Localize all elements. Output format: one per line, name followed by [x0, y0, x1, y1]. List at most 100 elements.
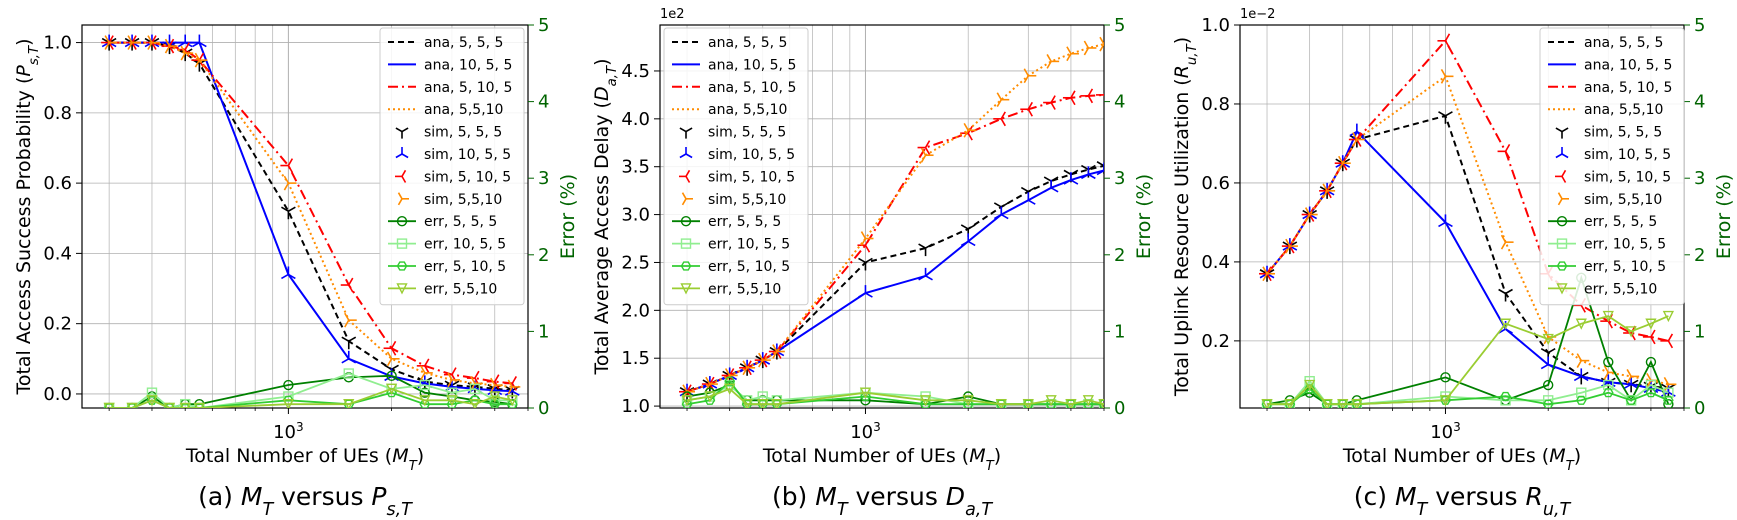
sim-marker-arm [860, 231, 867, 239]
legend-label: ana, 5, 5, 5 [424, 35, 503, 51]
sim-marker-arm [1650, 336, 1656, 345]
sim-marker-arm [490, 384, 496, 393]
error-marker [1440, 372, 1451, 383]
y2-axis-label: Error (%) [557, 174, 579, 259]
sim-marker-arm [1607, 320, 1613, 329]
sim-marker-arm [507, 386, 514, 395]
legend-label: ana, 5,5,10 [708, 102, 787, 118]
error-marker [343, 368, 354, 379]
sim-marker-arm [180, 45, 186, 54]
chart-panel-b: 1.0 1.5 2.0 2.5 3.0 3.5 4.0 4.5 0 1 2 3 4 5 103 1e2 Tota… [591, 7, 1155, 520]
error-marker [1556, 238, 1568, 249]
sim-marker-arm [184, 42, 190, 50]
legend-label: ana, 5, 10, 5 [1584, 80, 1672, 96]
sim-marker-arm [1561, 153, 1569, 159]
sim-marker-arm [470, 376, 476, 384]
sim-marker-arm [1027, 186, 1036, 193]
sim-marker-arm [451, 367, 457, 376]
legend-label: sim, 5, 10, 5 [424, 169, 511, 185]
error-marker [1098, 399, 1104, 408]
error-marker [193, 402, 206, 408]
error-marker [396, 261, 408, 271]
plot-area [101, 34, 521, 408]
sim-marker [920, 147, 934, 163]
sim-marker-arm [194, 52, 201, 61]
legend-label: sim, 5, 5, 5 [1584, 125, 1662, 141]
sim-marker-arm [348, 336, 357, 342]
sim-marker [858, 257, 873, 271]
legend-label: sim, 5, 10, 5 [708, 169, 795, 185]
sim-marker-arm [1322, 190, 1328, 199]
sim-marker [1046, 54, 1060, 69]
sim-marker [341, 350, 357, 364]
legend-box [1539, 27, 1685, 306]
sim-marker [918, 243, 933, 257]
y-tick-label: 0.6 [1201, 173, 1230, 194]
legend-label: sim, 5,5,10 [1584, 192, 1662, 208]
error-marker [741, 398, 753, 408]
sim-marker [681, 192, 693, 206]
sim-marker-arm [1046, 54, 1052, 62]
sim-marker-arm [1046, 60, 1052, 69]
sim-marker-arm [1050, 95, 1056, 103]
sim-marker-arm [1027, 108, 1033, 117]
sim-marker-arm [858, 292, 866, 298]
sim-marker-arm [742, 367, 748, 376]
error-marker [1065, 398, 1077, 408]
sim-marker-arm [762, 359, 768, 368]
sim-marker [101, 35, 114, 50]
sim-marker-arm [685, 153, 693, 159]
plot-area [679, 36, 1104, 408]
sim-marker-arm [1626, 376, 1632, 384]
error-marker [1542, 333, 1554, 346]
sim-marker-arm [341, 358, 350, 364]
sim-marker [1262, 266, 1276, 282]
sim-marker-arm [1063, 169, 1072, 176]
y-tick-label: 2.0 [621, 300, 650, 321]
error-marker [919, 395, 932, 407]
sim-marker-arm [1543, 329, 1549, 338]
sim-marker-arm [424, 365, 430, 374]
y-tick-label: 1.0 [43, 33, 72, 54]
sim-marker-arm [198, 41, 207, 48]
sim-marker-arm [685, 169, 691, 177]
sim-marker-arm [1083, 40, 1090, 49]
x-tick-label: 103 [850, 420, 881, 443]
sim-marker [758, 352, 771, 368]
sim-marker-arm [386, 358, 393, 367]
sim-marker-arm [963, 122, 969, 131]
sim-marker-arm [1580, 304, 1586, 313]
sim-marker-arm [960, 224, 969, 230]
sim-marker-arm [1505, 288, 1513, 295]
y2-tick-label: 5 [1114, 15, 1125, 36]
sim-marker-arm [281, 273, 289, 280]
sim-marker-arm [151, 35, 157, 43]
sim-marker [1020, 192, 1036, 205]
sim-marker-arm [1262, 266, 1268, 275]
sim-marker-arm [104, 42, 110, 50]
sim-marker-arm [679, 153, 687, 159]
error-marker [385, 383, 398, 395]
plot-frame [81, 24, 529, 409]
error-marker [163, 402, 176, 408]
error-marker [446, 387, 458, 398]
sim-marker-arm [511, 376, 518, 384]
sim-marker-arm [1444, 40, 1451, 49]
y-offset-label: 1e−2 [1240, 7, 1275, 22]
sim-marker [127, 35, 141, 50]
error-marker [1261, 398, 1273, 408]
sim-marker-arm [1308, 207, 1315, 215]
error-marker [396, 238, 408, 249]
sim-marker [1043, 179, 1059, 193]
sim-marker-arm [918, 243, 926, 249]
error-marker [506, 395, 518, 407]
legend-label: sim, 5, 10, 5 [1584, 169, 1671, 185]
sim-marker-arm [1505, 328, 1513, 334]
y-offset-label: 1e2 [660, 7, 685, 22]
sim-marker-arm [1540, 348, 1549, 354]
sim-marker-arm [1087, 95, 1094, 104]
y-tick-label: 0.4 [1201, 252, 1230, 273]
sim-marker-arm [1099, 36, 1104, 45]
y2-tick-label: 2 [1694, 245, 1705, 266]
sim-marker-arm [104, 35, 110, 43]
